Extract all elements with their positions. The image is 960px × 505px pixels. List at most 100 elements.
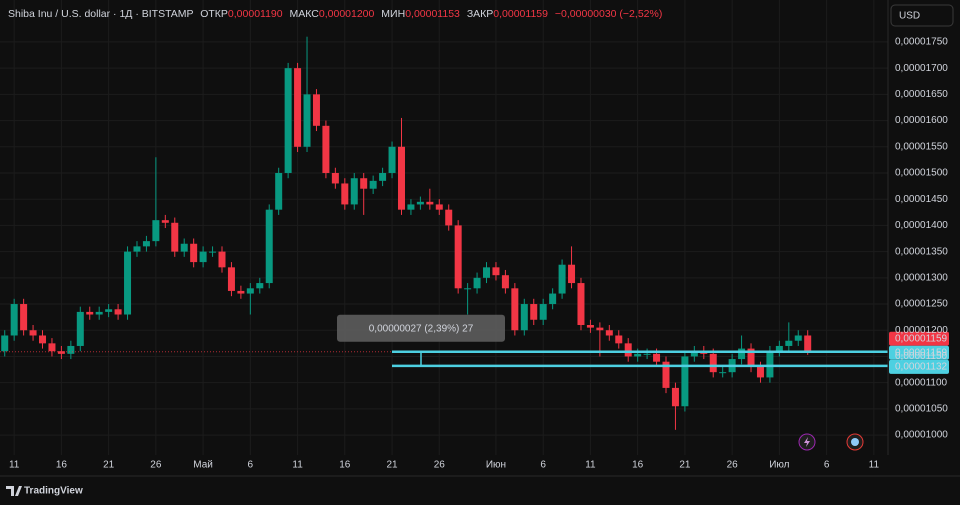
candle-body bbox=[483, 267, 491, 278]
brand-name: TradingView bbox=[24, 486, 83, 497]
y-tick-label: 0,00001200 bbox=[895, 325, 948, 336]
candle-body bbox=[303, 94, 311, 147]
candle-body bbox=[568, 264, 576, 284]
candle-body bbox=[756, 366, 764, 378]
candle-body bbox=[265, 209, 273, 284]
candle-body bbox=[48, 343, 56, 352]
y-tick-label: 0,00001050 bbox=[895, 404, 948, 415]
candle-body bbox=[596, 327, 604, 331]
candle-body bbox=[785, 340, 793, 346]
candle-body bbox=[161, 220, 169, 223]
candle-body bbox=[199, 251, 207, 263]
ohlc-label: ОТКР bbox=[200, 8, 228, 20]
ohlc-value: 0,00001153 bbox=[405, 8, 460, 20]
range-bottom-tag-label: 0,00001132 bbox=[895, 362, 948, 373]
y-tick-label: 0,00001600 bbox=[895, 115, 948, 126]
candle-body bbox=[57, 351, 65, 354]
currency-label[interactable]: USD bbox=[899, 11, 920, 22]
candle-body bbox=[218, 251, 226, 268]
currency-button[interactable] bbox=[890, 4, 954, 27]
candle-body bbox=[133, 246, 141, 252]
candle-body bbox=[605, 330, 613, 336]
x-tick-label: 26 bbox=[434, 460, 446, 471]
candle-body bbox=[473, 277, 481, 289]
y-tick-label: 0,00001700 bbox=[895, 63, 948, 74]
economic-icon-glyph bbox=[851, 438, 859, 446]
range-label-box bbox=[337, 314, 505, 342]
candle-body bbox=[114, 309, 122, 315]
candle-body bbox=[615, 335, 623, 344]
chart-header: Shiba Inu / U.S. dollar · 1Д · BITSTAMP … bbox=[8, 8, 662, 20]
candle-body bbox=[275, 172, 283, 210]
ohlc-value: 0,00001190 bbox=[228, 8, 283, 20]
candle-body bbox=[95, 311, 103, 315]
ohlc-label: МИН bbox=[381, 8, 405, 20]
x-tick-label: 11 bbox=[9, 460, 20, 471]
y-tick-label: 0,00001450 bbox=[895, 194, 948, 205]
change: −0,00000030 (−2,52%) bbox=[555, 8, 662, 20]
candle-body bbox=[719, 372, 727, 374]
y-tick-label: 0,00001550 bbox=[895, 141, 948, 152]
candle-body bbox=[29, 330, 37, 336]
candle-body bbox=[539, 304, 547, 320]
candle-body bbox=[180, 243, 188, 252]
candle-body bbox=[360, 178, 368, 189]
candle-body bbox=[379, 172, 387, 181]
range-bottom-tag bbox=[889, 359, 949, 374]
candle-body bbox=[464, 288, 472, 290]
overlay: 0,00000027 (2,39%) 270,000011590,0000115… bbox=[0, 314, 949, 374]
candle-body bbox=[209, 251, 217, 253]
candle-body bbox=[501, 275, 509, 289]
candle-body bbox=[341, 183, 349, 205]
candle-body bbox=[653, 353, 661, 362]
x-tick-label: 16 bbox=[632, 460, 644, 471]
candle-body bbox=[747, 348, 755, 367]
candle-body bbox=[511, 288, 519, 331]
candle-body bbox=[227, 267, 235, 291]
candle-body bbox=[671, 387, 679, 407]
candle-body bbox=[86, 311, 94, 315]
x-tick-label: 16 bbox=[339, 460, 351, 471]
candle-body bbox=[190, 243, 198, 263]
grid bbox=[0, 0, 888, 455]
candle-body bbox=[643, 353, 651, 355]
y-tick-label: 0,00001750 bbox=[895, 37, 948, 48]
candle-body bbox=[256, 283, 264, 289]
x-tick-label: 21 bbox=[386, 460, 398, 471]
candle-body bbox=[586, 325, 594, 328]
candle-body bbox=[322, 125, 330, 173]
candle-body bbox=[294, 68, 302, 147]
candle-body bbox=[662, 361, 670, 388]
x-tick-label: 6 bbox=[540, 460, 546, 471]
candle-body bbox=[435, 204, 443, 210]
candle-body bbox=[492, 267, 500, 276]
candle-body bbox=[284, 68, 292, 173]
symbol: Shiba Inu / U.S. dollar · 1Д · BITSTAMP bbox=[8, 8, 193, 20]
candle-body bbox=[520, 304, 528, 331]
range-label: 0,00000027 (2,39%) 27 bbox=[369, 323, 474, 334]
brand-logo bbox=[6, 486, 22, 496]
x-tick-label: 26 bbox=[150, 460, 162, 471]
x-tick-label: Май bbox=[193, 460, 213, 471]
candle-body bbox=[454, 225, 462, 289]
candle-body bbox=[171, 222, 179, 252]
candle-body bbox=[76, 311, 84, 346]
ohlc-value: 0,00001159 bbox=[493, 8, 548, 20]
candle-body bbox=[775, 345, 783, 352]
candle-body bbox=[804, 335, 812, 352]
candle-body bbox=[312, 94, 320, 126]
y-tick-label: 0,00001300 bbox=[895, 272, 948, 283]
ohlc-label: ЗАКР bbox=[467, 8, 493, 20]
x-tick-label: 11 bbox=[869, 460, 880, 471]
candle-body bbox=[681, 356, 689, 407]
candles bbox=[1, 36, 812, 430]
candle-body bbox=[142, 241, 150, 247]
candle-body bbox=[331, 172, 339, 184]
x-tick-label: 26 bbox=[727, 460, 739, 471]
candle-body bbox=[105, 309, 113, 312]
x-tick-label: 21 bbox=[103, 460, 115, 471]
y-tick-label: 0,00001100 bbox=[895, 377, 948, 388]
x-tick-label: Июл bbox=[769, 460, 789, 471]
candle-body bbox=[426, 201, 434, 205]
